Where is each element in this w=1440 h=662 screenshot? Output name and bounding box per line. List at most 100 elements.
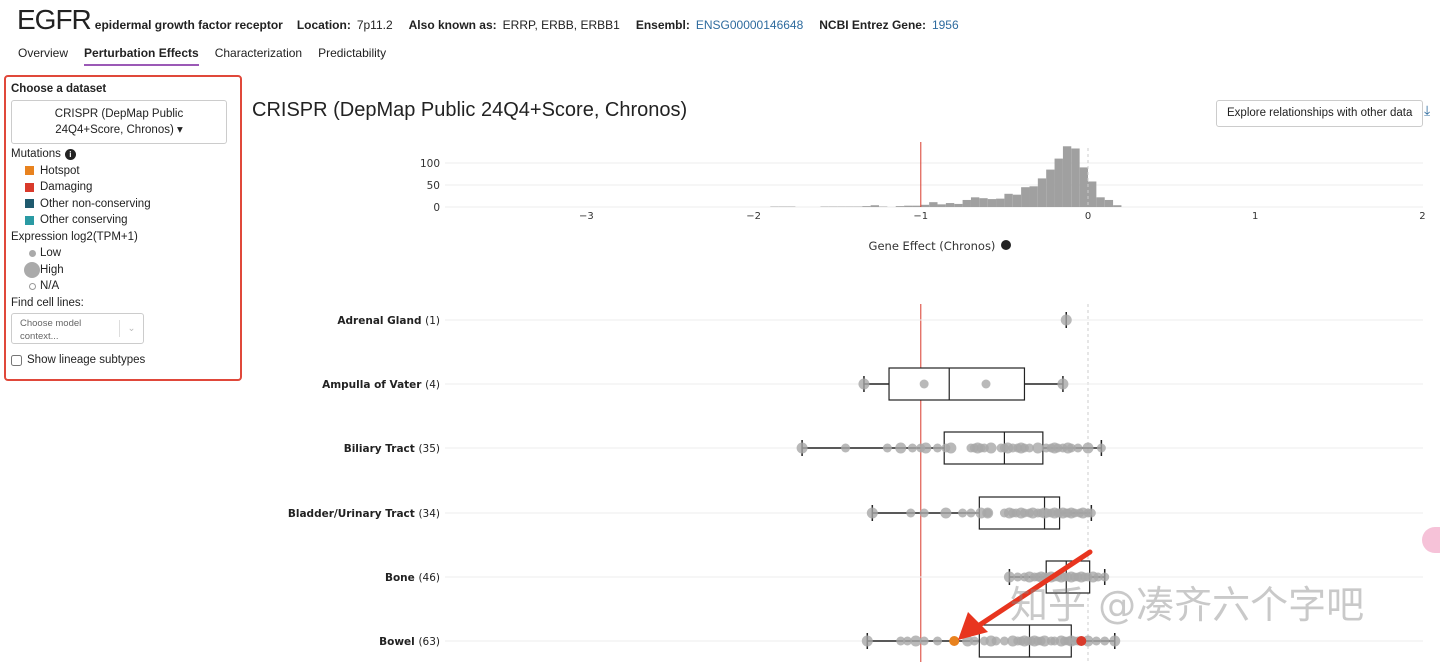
cell-line-point <box>1100 636 1110 646</box>
histogram-bar <box>895 206 905 207</box>
info-icon[interactable]: i <box>64 148 76 160</box>
show-subtypes-checkbox[interactable] <box>11 354 22 366</box>
mutation-point <box>1076 636 1087 646</box>
mutation-point <box>949 636 960 646</box>
conserving-swatch <box>25 215 34 225</box>
x-tick-label: −1 <box>913 211 928 222</box>
location-label: Location: <box>296 18 351 32</box>
box-plot <box>866 496 1096 530</box>
x-tick-label: 0 <box>1085 211 1091 222</box>
ensembl-label: Ensembl: <box>635 18 690 32</box>
x-axis-label: Gene Effect (Chronos) <box>869 239 996 253</box>
legend-label: Low <box>40 247 62 260</box>
legend-label: High <box>40 263 64 276</box>
legend-hotspot: Hotspot <box>11 163 235 180</box>
box-plot <box>1060 312 1072 328</box>
cell-line-point <box>1109 635 1121 647</box>
cell-line-point <box>882 443 892 453</box>
histogram-bar <box>987 199 997 207</box>
legend-label: Other conserving <box>40 214 128 227</box>
lineage-label: Bowel (63) <box>379 636 440 648</box>
cell-line-point <box>919 636 929 646</box>
model-context-select[interactable]: Choose model context... ⌄ <box>11 313 144 344</box>
cell-line-point <box>919 508 929 518</box>
histogram-bar <box>954 203 963 207</box>
x-tick-label: 1 <box>1252 211 1258 222</box>
entrez-link[interactable]: 1956 <box>931 18 959 32</box>
cell-line-point <box>1100 572 1110 582</box>
histogram-bar <box>979 198 988 207</box>
ensembl-link[interactable]: ENSG00000146648 <box>695 18 804 32</box>
watermark: 知乎 @凑齐六个字吧 <box>1010 583 1364 627</box>
cell-line-point <box>910 635 922 647</box>
explore-relationships-button[interactable]: Explore relationships with other data <box>1216 100 1424 127</box>
cell-line-point <box>866 507 878 519</box>
histogram-bar <box>912 205 921 207</box>
high-dot-icon <box>24 261 40 278</box>
cell-line-point <box>1039 635 1051 647</box>
legend-label: Hotspot <box>40 164 80 177</box>
histogram-bar <box>1096 197 1105 207</box>
histogram-bar <box>962 199 971 207</box>
histogram-bar <box>1104 199 1114 207</box>
histogram-bar <box>937 204 946 207</box>
cell-line-point <box>906 508 916 518</box>
histogram-bar <box>862 206 871 207</box>
histogram-bar <box>970 197 980 207</box>
tab-characterization[interactable]: Characterization <box>214 46 303 60</box>
cell-line-point <box>895 442 907 454</box>
find-cell-lines-label: Find cell lines: <box>11 296 84 309</box>
cell-line-point <box>991 636 1001 646</box>
tab-overview[interactable]: Overview <box>18 46 69 60</box>
y-tick-label: 100 <box>420 158 440 170</box>
lineage-label: Bone (46) <box>385 572 440 584</box>
histogram-bar <box>1004 193 1013 207</box>
box-plot <box>861 624 1121 658</box>
legend-label: Damaging <box>40 181 93 194</box>
download-icon[interactable]: ⤓ <box>1424 102 1431 118</box>
aka-value: ERRP, ERBB, ERBB1 <box>502 18 620 32</box>
cell-line-point <box>858 378 870 390</box>
choose-dataset-label: Choose a dataset <box>11 83 107 95</box>
x-tick-label: 2 <box>1419 211 1425 222</box>
lineage-label: Bladder/Urinary Tract (34) <box>288 508 440 520</box>
legend-other-conserving: Other conserving <box>11 212 235 229</box>
cell-line-point <box>1091 636 1101 646</box>
damaging-swatch <box>25 182 34 192</box>
cell-line-point <box>958 508 968 518</box>
chevron-down-icon[interactable]: ⌄ <box>119 320 143 337</box>
lineage-label: Adrenal Gland (1) <box>337 315 440 327</box>
histogram-bar <box>920 204 930 207</box>
x-tick-label: −2 <box>746 211 761 222</box>
cell-line-point <box>945 442 957 454</box>
tab-perturbation-effects[interactable]: Perturbation Effects <box>84 46 199 66</box>
histogram-bar <box>1021 187 1030 207</box>
histogram-bar <box>1088 181 1097 207</box>
tab-predictability[interactable]: Predictability <box>318 46 387 60</box>
cell-line-point <box>981 379 991 389</box>
floating-badge[interactable] <box>1422 527 1440 553</box>
annotation-arrow <box>972 549 1093 631</box>
gene-symbol: EGFR <box>17 4 92 35</box>
info-icon <box>1001 240 1011 250</box>
show-subtypes-label: Show lineage subtypes <box>27 354 146 367</box>
dataset-dropdown[interactable]: CRISPR (DepMap Public 24Q4+Score, Chrono… <box>11 100 227 144</box>
cell-line-point <box>1066 443 1076 453</box>
page-title: CRISPR (DepMap Public 24Q4+Score, Chrono… <box>252 99 688 121</box>
histogram-bar <box>870 205 879 207</box>
cell-line-point <box>999 636 1009 646</box>
arrow-head-icon <box>958 612 988 640</box>
lineage-label: Ampulla of Vater (4) <box>322 379 440 391</box>
location-value: 7p11.2 <box>356 18 393 32</box>
legend-label: N/A <box>40 280 60 293</box>
na-dot-icon <box>29 282 36 290</box>
filter-panel: Choose a dataset CRISPR (DepMap Public 2… <box>4 75 242 381</box>
cell-line-point <box>896 636 906 646</box>
cell-line-point <box>1086 508 1096 518</box>
cell-line-point <box>1032 442 1044 454</box>
cell-line-point <box>1060 314 1072 326</box>
histogram-bar <box>1046 169 1055 207</box>
cell-line-point <box>1003 571 1015 583</box>
legend-label: Other non-conserving <box>40 197 151 210</box>
